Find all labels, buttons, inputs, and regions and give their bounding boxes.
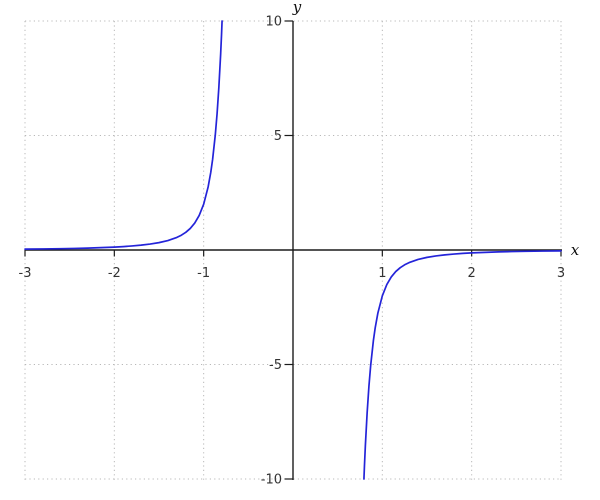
x-tick-label: -1 — [197, 266, 210, 281]
curve-right-branch — [363, 250, 562, 480]
x-tick-label: 2 — [468, 266, 476, 281]
curve-left-branch — [24, 20, 223, 250]
x-tick-label: 3 — [557, 266, 565, 281]
x-tick-label: -2 — [108, 266, 121, 281]
y-axis-label: y — [292, 0, 302, 16]
x-axis-label: x — [571, 241, 580, 259]
y-tick-label: -5 — [269, 358, 282, 373]
x-tick-label: 1 — [378, 266, 386, 281]
y-tick-label: -10 — [261, 473, 282, 488]
y-tick-label: 5 — [274, 129, 282, 144]
y-tick-label: 10 — [265, 15, 282, 30]
x-tick-label: -3 — [19, 266, 32, 281]
